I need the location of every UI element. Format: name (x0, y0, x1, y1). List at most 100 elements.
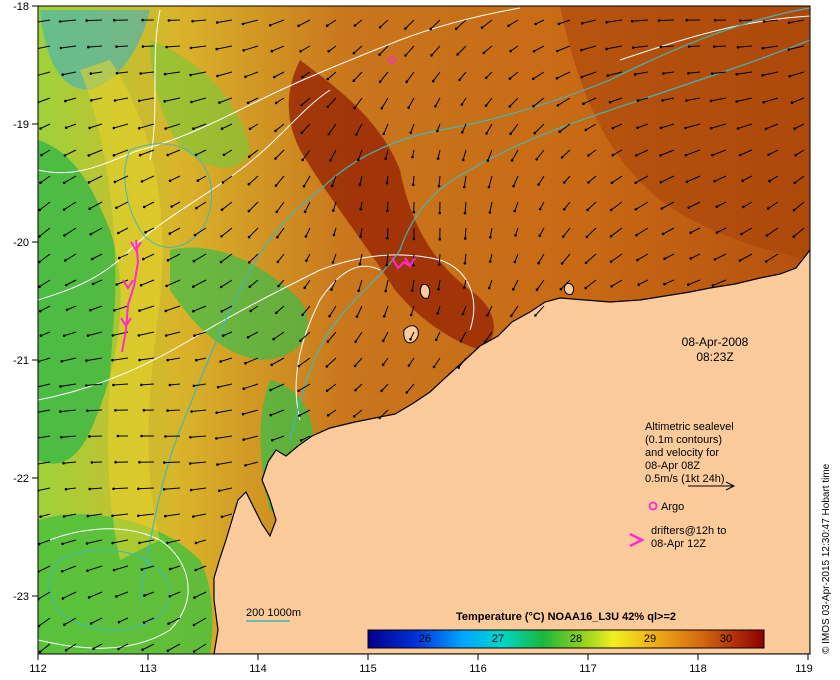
velocity-arrow (557, 97, 571, 106)
velocity-arrow (190, 45, 207, 49)
velocity-arrow (327, 71, 337, 80)
velocity-arrow-head (514, 234, 517, 237)
velocity-arrow-head (352, 79, 356, 82)
drifter-track (121, 239, 140, 353)
velocity-arrow-head (116, 434, 120, 438)
velocity-arrow-head (735, 73, 739, 76)
velocity-arrow (305, 227, 311, 237)
velocity-arrow (686, 175, 701, 183)
velocity-arrow-head (434, 104, 437, 108)
velocity-arrow-head (58, 20, 62, 23)
velocity-arrow-head (512, 287, 515, 291)
velocity-arrow (194, 591, 207, 599)
velocity-arrow-head (117, 620, 121, 624)
velocity-arrow-head (298, 414, 301, 417)
argo-legend-label: Argo (661, 501, 684, 513)
velocity-arrow (114, 97, 129, 101)
velocity-arrow-head (659, 45, 663, 49)
velocity-arrow-head (138, 309, 141, 312)
colorbar-scale (367, 629, 765, 649)
velocity-arrow (90, 71, 103, 75)
velocity-arrow (170, 565, 181, 570)
velocity-arrow (40, 305, 51, 312)
velocity-arrow (242, 19, 259, 25)
velocity-arrow-head (63, 154, 67, 157)
velocity-arrow-head (532, 49, 536, 53)
velocity-arrow-head (193, 233, 197, 237)
velocity-arrow (195, 565, 207, 571)
velocity-arrow (509, 71, 519, 79)
velocity-arrow (89, 487, 103, 490)
velocity-arrow-head (86, 334, 90, 337)
velocity-arrow (165, 123, 181, 129)
velocity-arrow-head (62, 515, 66, 518)
velocity-arrow-head (163, 461, 166, 464)
velocity-arrow-head (189, 488, 193, 492)
velocity-arrow (248, 175, 259, 185)
velocity-arrow-head (535, 288, 539, 292)
velocity-arrow (510, 123, 519, 135)
velocity-arrow-head (438, 237, 442, 241)
velocity-arrow (87, 513, 103, 517)
argo-legend-icon (648, 501, 658, 511)
velocity-arrow (87, 409, 103, 412)
velocity-arrow-head (163, 100, 166, 103)
legend-line: Altimetric sealevel (645, 421, 734, 433)
velocity-arrow-head (484, 76, 488, 80)
velocity-arrow (327, 331, 337, 342)
velocity-arrow-head (535, 157, 538, 161)
velocity-arrow (408, 97, 415, 108)
velocity-arrow (249, 123, 259, 130)
velocity-arrow (379, 19, 389, 28)
velocity-arrow (273, 331, 285, 340)
velocity-arrow-head (509, 49, 512, 53)
velocity-arrow (740, 149, 753, 156)
velocity-arrow (216, 45, 233, 50)
velocity-arrow-head (192, 127, 195, 130)
velocity-arrow (359, 175, 363, 185)
velocity-arrow (383, 123, 389, 134)
velocity-arrow-head (64, 648, 68, 652)
velocity-arrow-head (274, 129, 277, 133)
velocity-arrow-head (487, 185, 491, 189)
velocity-arrow-head (611, 153, 615, 157)
velocity-arrow-head (87, 596, 91, 599)
velocity-arrow-head (193, 596, 196, 599)
velocity-arrow (585, 253, 597, 264)
velocity-arrow-head (64, 488, 68, 491)
velocity-arrow-head (215, 437, 218, 440)
velocity-arrow (483, 45, 493, 54)
velocity-arrow (489, 227, 493, 238)
velocity-arrow (791, 97, 805, 104)
velocity-arrow-head (486, 314, 489, 317)
velocity-arrow (662, 227, 675, 235)
velocity-arrow (217, 461, 233, 465)
velocity-arrow (636, 149, 649, 156)
velocity-arrow-head (687, 72, 690, 75)
warm-water-ne (560, 6, 810, 260)
velocity-arrow-head (242, 438, 246, 441)
velocity-arrow-head (87, 154, 91, 157)
velocity-arrow-head (685, 180, 689, 184)
velocity-arrow (716, 201, 727, 208)
velocity-arrow-head (533, 131, 537, 135)
velocity-arrow-head (166, 358, 169, 362)
velocity-arrow-head (299, 439, 303, 442)
velocity-arrow (658, 19, 675, 21)
velocity-arrow (300, 331, 311, 342)
velocity-arrow (60, 409, 77, 413)
velocity-arrow (118, 643, 129, 650)
velocity-arrow-head (137, 126, 141, 130)
velocity-arrow-head (118, 256, 121, 260)
velocity-arrow (88, 175, 103, 183)
island (419, 283, 431, 299)
colorbar-tick-label: 26 (419, 633, 431, 645)
velocity-arrow (116, 279, 129, 285)
velocity-arrow-head (219, 285, 223, 289)
velocity-arrow (326, 19, 337, 27)
velocity-arrow (386, 253, 389, 266)
velocity-arrow (193, 617, 207, 626)
velocity-arrow-head (386, 209, 389, 212)
velocity-arrow (298, 19, 311, 27)
